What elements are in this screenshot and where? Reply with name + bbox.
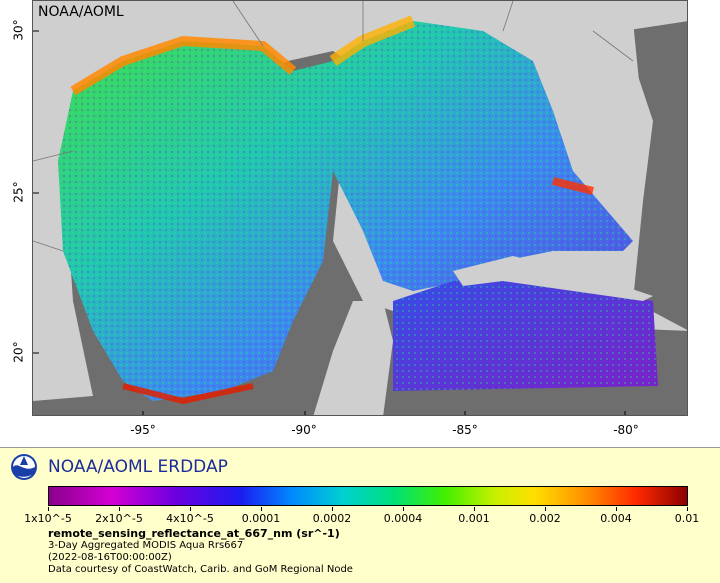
y-tick-label: 30° [11, 19, 26, 41]
reflectance-map [33, 1, 687, 415]
dataset-description: 3-Day Aggregated MODIS Aqua Rrs667 [48, 540, 244, 551]
colorbar-tick [687, 507, 688, 511]
colorbar-label: 0.002 [529, 512, 561, 525]
colorbar-label: 0.0002 [312, 512, 352, 525]
legend-panel: NOAA/AOML ERDDAP 1x10^-5 2x10^-5 4x10^-5… [0, 447, 720, 583]
x-tick-label: -90° [291, 423, 317, 437]
colorbar-label: 1x10^-5 [24, 512, 72, 525]
colorbar-label: 0.0004 [383, 512, 423, 525]
y-tick-label: 25° [11, 181, 26, 203]
map-panel[interactable] [32, 0, 688, 416]
coastal-highlight [70, 35, 297, 96]
colorbar [48, 486, 688, 506]
x-tick-label: -95° [130, 423, 156, 437]
dataset-time: (2022-08-16T00:00:00Z) [48, 552, 172, 563]
data-credit: Data courtesy of CoastWatch, Carib. and … [48, 564, 353, 575]
florida-land [573, 21, 643, 191]
gulf-noise [58, 21, 633, 401]
atlantic-no-data [623, 21, 687, 330]
colorbar-tick [261, 507, 262, 511]
colorbar-label: 0.001 [458, 512, 490, 525]
colorbar-label: 0.0001 [241, 512, 281, 525]
colorbar-tick [474, 507, 475, 511]
yucatan-land [313, 301, 393, 415]
colorbar-tick [403, 507, 404, 511]
colorbar-tick [616, 507, 617, 511]
noaa-logo-icon [11, 454, 37, 480]
colorbar-tick [119, 507, 120, 511]
colorbar-label: 4x10^-5 [166, 512, 214, 525]
colorbar-tick [190, 507, 191, 511]
map-corner-label: NOAA/AOML [38, 4, 124, 20]
variable-name: remote_sensing_reflectance_at_667_nm (sr… [48, 527, 340, 540]
colorbar-label: 2x10^-5 [95, 512, 143, 525]
legend-title: NOAA/AOML ERDDAP [48, 457, 228, 477]
colorbar-tick [545, 507, 546, 511]
y-tick-label: 20° [11, 341, 26, 363]
cuba-land [453, 256, 653, 301]
x-tick-label: -85° [452, 423, 478, 437]
state-borders [33, 1, 634, 252]
colorbar-label: 0.004 [600, 512, 632, 525]
x-tick-label: -80° [613, 423, 639, 437]
colorbar-tick [332, 507, 333, 511]
colorbar-tick [48, 507, 49, 511]
colorbar-label: 0.01 [674, 512, 700, 525]
